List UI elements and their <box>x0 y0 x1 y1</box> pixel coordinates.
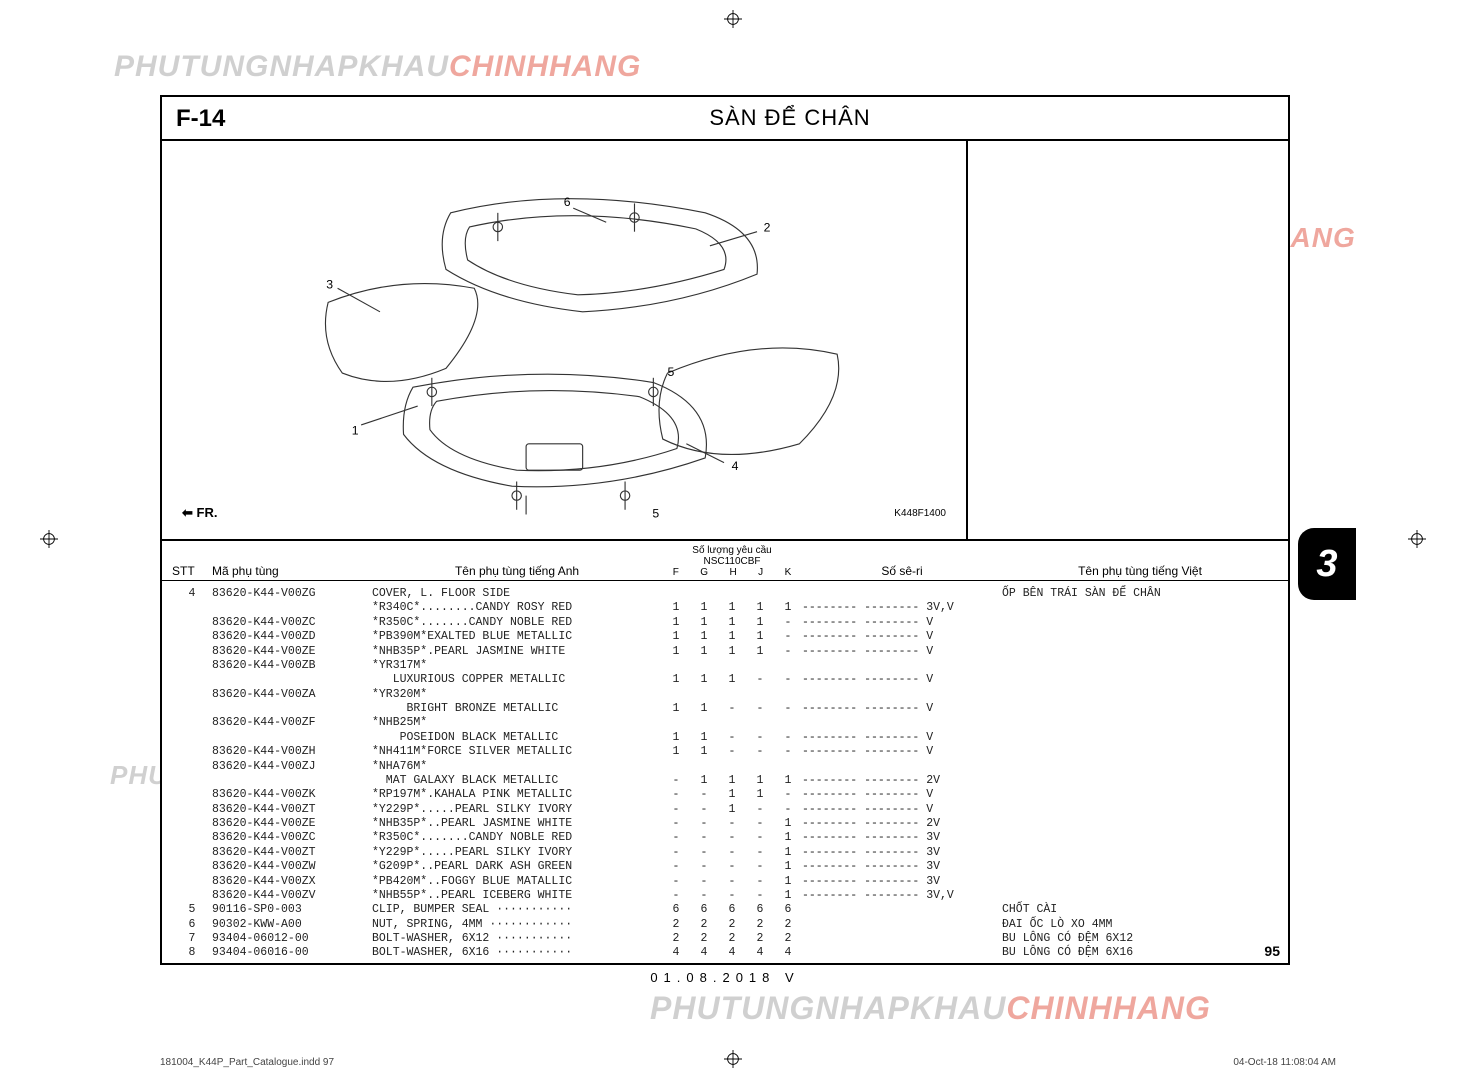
table-row: 83620-K44-V00ZE*NHB35P*..PEARL JASMINE W… <box>172 817 1278 831</box>
callout-5b: 5 <box>653 506 660 519</box>
col-qty: Số lượng yêu cầu NSC110CBF F G H J K <box>662 545 802 578</box>
table-row: 83620-K44-V00ZC*R350C*.......CANDY NOBLE… <box>172 831 1278 845</box>
section-code: F-14 <box>162 97 292 139</box>
header-row: F-14 SÀN ĐỂ CHÂN <box>162 97 1288 141</box>
table-row: 83620-K44-V00ZJ*NHA76M* <box>172 760 1278 774</box>
section-tab: 3 <box>1298 528 1356 600</box>
table-row: LUXURIOUS COPPER METALLIC111---------- -… <box>172 673 1278 687</box>
diagram-row: 1 2 3 4 5 6 5 5 ⬅ FR. K448F1400 <box>162 141 1288 541</box>
fr-arrow: ⬅ FR. <box>182 505 217 521</box>
table-row: 83620-K44-V00ZC*R350C*.......CANDY NOBLE… <box>172 616 1278 630</box>
table-row: POSEIDON BLACK METALLIC11----------- ---… <box>172 731 1278 745</box>
col-stt: STT <box>172 564 212 578</box>
indd-right: 04-Oct-18 11:08:04 AM <box>1233 1057 1336 1068</box>
table-row: 690302-KWW-A00NUT, SPRING, 4MM ·········… <box>172 918 1278 932</box>
table-row: 83620-K44-V00ZT*Y229P*.....PEARL SILKY I… <box>172 846 1278 860</box>
table-row: BRIGHT BRONZE METALLIC11----------- ----… <box>172 702 1278 716</box>
table-row: 83620-K44-V00ZB*YR317M* <box>172 659 1278 673</box>
table-row: 83620-K44-V00ZK*RP197M*.KAHALA PINK META… <box>172 788 1278 802</box>
col-ma: Mã phụ tùng <box>212 564 372 578</box>
callout-3: 3 <box>326 277 333 291</box>
table-row: 483620-K44-V00ZGCOVER, L. FLOOR SIDEỐP B… <box>172 587 1278 601</box>
table-row: 590116-SP0-003CLIP, BUMPER SEAL ········… <box>172 903 1278 917</box>
table-row: MAT GALAXY BLACK METALLIC-1111-------- -… <box>172 774 1278 788</box>
callout-6: 6 <box>564 195 571 209</box>
callout-2: 2 <box>764 221 771 235</box>
table-row: 793404-06012-00BOLT-WASHER, 6X12 ·······… <box>172 932 1278 946</box>
table-row: 83620-K44-V00ZW*G209P*..PEARL DARK ASH G… <box>172 860 1278 874</box>
table-row: 83620-K44-V00ZV*NHB55P*..PEARL ICEBERG W… <box>172 889 1278 903</box>
callout-5c: 5 <box>668 365 675 379</box>
watermark: PHUTUNGNHAPKHAUCHINHHANG <box>114 50 641 84</box>
table-body: 483620-K44-V00ZGCOVER, L. FLOOR SIDEỐP B… <box>162 581 1288 965</box>
page-number: 95 <box>1264 943 1280 959</box>
table-row: 83620-K44-V00ZD*PB390M*EXALTED BLUE META… <box>172 630 1278 644</box>
watermark: PHUTUNGNHAPKHAUCHINHHANG <box>650 990 1211 1027</box>
table-header: STT Mã phụ tùng Tên phụ tùng tiếng Anh S… <box>162 541 1288 581</box>
exploded-diagram: 1 2 3 4 5 6 5 5 <box>202 161 926 519</box>
diagram-right-panel <box>968 141 1288 539</box>
footer-date: 01.08.2018 V <box>650 970 799 985</box>
section-title: SÀN ĐỂ CHÂN <box>292 97 1288 139</box>
reg-mark-top <box>724 10 742 28</box>
diagram-panel: 1 2 3 4 5 6 5 5 ⬅ FR. K448F1400 <box>162 141 968 539</box>
page-frame: F-14 SÀN ĐỂ CHÂN <box>160 95 1290 965</box>
table-row: 83620-K44-V00ZT*Y229P*.....PEARL SILKY I… <box>172 803 1278 817</box>
col-ten-anh: Tên phụ tùng tiếng Anh <box>372 564 662 578</box>
table-row: 83620-K44-V00ZF*NHB25M* <box>172 716 1278 730</box>
table-row: 83620-K44-V00ZE*NHB35P*.PEARL JASMINE WH… <box>172 645 1278 659</box>
table-row: *R340C*........CANDY ROSY RED11111------… <box>172 601 1278 615</box>
reg-mark-left <box>40 530 58 548</box>
indd-left: 181004_K44P_Part_Catalogue.indd 97 <box>160 1057 334 1068</box>
callout-1: 1 <box>352 423 359 437</box>
diagram-code: K448F1400 <box>894 508 946 519</box>
col-ten-viet: Tên phụ tùng tiếng Việt <box>1002 564 1278 578</box>
table-row: 83620-K44-V00ZX*PB420M*..FOGGY BLUE MATA… <box>172 875 1278 889</box>
reg-mark-bottom <box>724 1050 742 1068</box>
table-row: 893404-06016-00BOLT-WASHER, 6X16 ·······… <box>172 946 1278 960</box>
reg-mark-right <box>1408 530 1426 548</box>
callout-4: 4 <box>732 459 739 473</box>
callout-5: 5 <box>523 518 530 520</box>
col-seri: Số sê-ri <box>802 564 1002 578</box>
table-row: 83620-K44-V00ZH*NH411M*FORCE SILVER META… <box>172 745 1278 759</box>
table-row: 83620-K44-V00ZA*YR320M* <box>172 688 1278 702</box>
